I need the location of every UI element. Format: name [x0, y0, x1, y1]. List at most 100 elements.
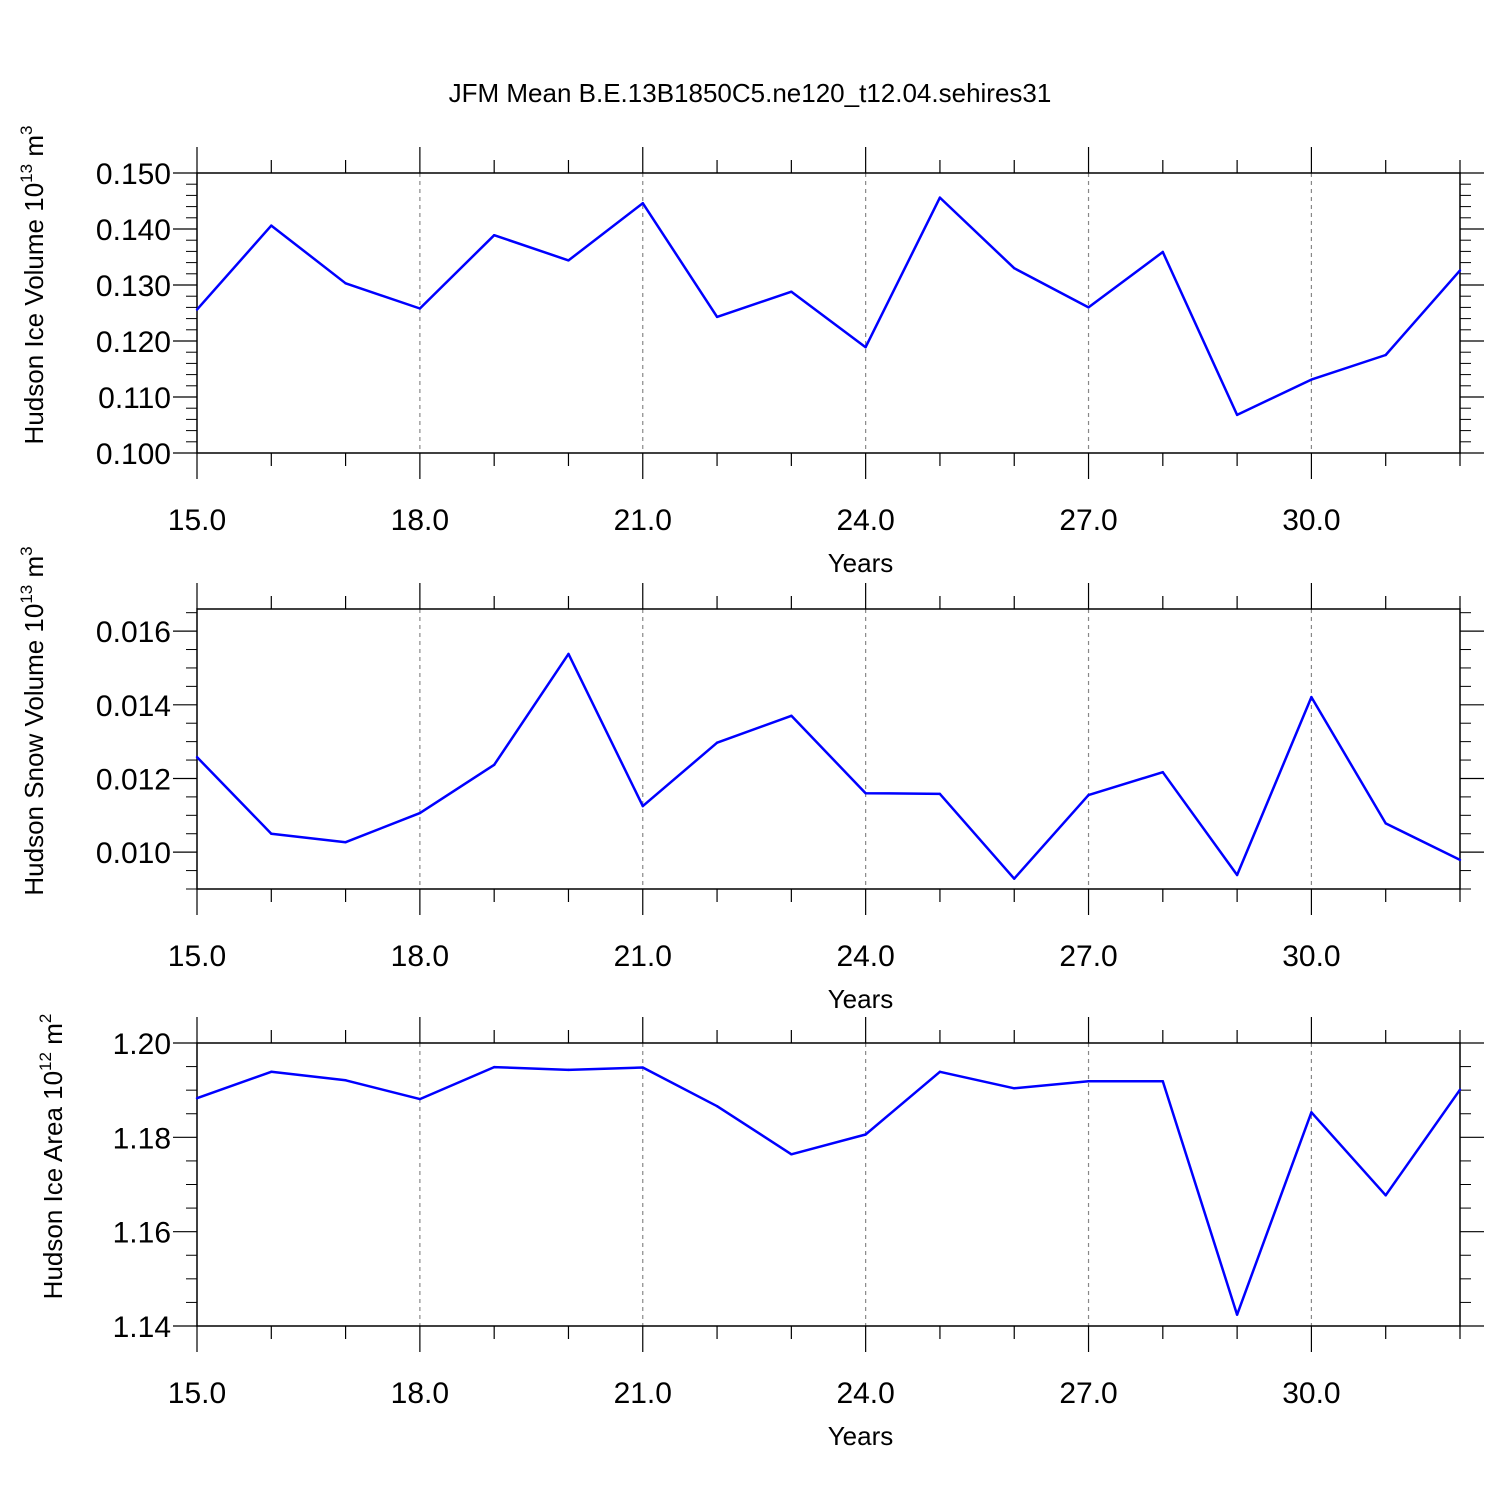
x-tick-label: 24.0 — [836, 940, 894, 973]
data-point — [938, 1070, 942, 1073]
y-tick-label: 0.016 — [96, 616, 171, 649]
data-point — [1013, 1087, 1016, 1090]
y-tick-label: 0.110 — [98, 382, 171, 415]
panel-1: 0.100 0.110 0.120 0.130 0.140 0.150 15.0 18.0 21… — [17, 126, 1484, 578]
data-point — [1310, 695, 1313, 699]
data-point — [344, 841, 347, 844]
data-point — [344, 1079, 347, 1082]
data-point — [567, 1068, 570, 1072]
x-tick-label: 15.0 — [168, 940, 226, 973]
data-point — [1013, 267, 1016, 270]
x-tick-label: 27.0 — [1059, 504, 1117, 537]
data-point — [1458, 858, 1462, 862]
x-axis-label: Years — [828, 548, 894, 578]
data-point — [938, 792, 942, 796]
x-tick-label: 24.0 — [836, 1377, 894, 1410]
x-tick-label: 30.0 — [1282, 940, 1340, 973]
data-point — [567, 652, 570, 656]
x-tick-label: 21.0 — [614, 1377, 672, 1410]
data-point — [790, 1153, 793, 1156]
data-point — [790, 290, 793, 293]
x-tick-label: 30.0 — [1282, 504, 1340, 537]
data-point — [418, 1097, 422, 1101]
data-point — [864, 345, 867, 349]
x-tick-label: 24.0 — [836, 504, 894, 537]
series-line — [196, 196, 1461, 417]
x-tick-label: 18.0 — [391, 940, 449, 973]
data-point — [1087, 793, 1090, 797]
data-point — [1161, 771, 1165, 774]
data-point — [864, 792, 867, 795]
data-point — [1384, 353, 1387, 357]
x-axis-label: Years — [828, 984, 894, 1014]
data-point — [1458, 1088, 1462, 1091]
data-point — [270, 832, 273, 835]
y-tick-label: 0.012 — [96, 763, 171, 796]
y-tick-label: 0.010 — [96, 837, 171, 870]
data-point — [715, 1105, 719, 1108]
data-point — [641, 1066, 644, 1069]
data-point — [790, 714, 793, 718]
data-point — [418, 811, 422, 815]
y-axis-label: Hudson Snow Volume 1013 m3 — [17, 546, 49, 895]
chart-title: JFM Mean B.E.13B1850C5.ne120_t12.04.sehi… — [449, 78, 1052, 108]
series-line — [196, 1065, 1462, 1316]
data-point — [492, 763, 496, 767]
x-tick-label: 21.0 — [614, 940, 672, 973]
x-tick-label: 15.0 — [168, 1377, 226, 1410]
plot-frame — [196, 1042, 1461, 1327]
data-point — [270, 1070, 273, 1073]
data-point — [1310, 1111, 1313, 1114]
data-point — [641, 804, 644, 808]
panel-2: 0.010 0.012 0.014 0.016 15.0 18.0 21.0 24.0 27.0… — [17, 546, 1484, 1014]
y-tick-label: 0.100 — [96, 438, 171, 471]
data-point — [567, 259, 570, 262]
y-tick-label: 1.18 — [113, 1122, 171, 1155]
data-point — [1458, 269, 1462, 272]
data-point — [1161, 250, 1165, 254]
data-point — [195, 308, 199, 311]
y-tick-label: 0.140 — [96, 214, 171, 247]
data-point — [1384, 822, 1387, 825]
x-axis-label: Years — [828, 1421, 894, 1451]
data-point — [1161, 1080, 1165, 1083]
data-point — [1087, 306, 1090, 309]
data-point — [715, 741, 719, 744]
panel-3: 1.14 1.16 1.18 1.20 15.0 18.0 21.0 24.0 27.0 30.0… — [36, 1014, 1484, 1451]
data-point — [1235, 413, 1239, 417]
series-line — [196, 652, 1461, 880]
y-tick-label: 1.14 — [113, 1311, 171, 1344]
data-point — [938, 196, 942, 199]
data-point — [715, 315, 719, 319]
x-tick-label: 30.0 — [1282, 1377, 1340, 1410]
x-tick-label: 21.0 — [614, 504, 672, 537]
x-tick-label: 27.0 — [1059, 940, 1117, 973]
data-point — [1087, 1080, 1090, 1083]
data-point — [195, 755, 199, 759]
data-point — [492, 1065, 496, 1069]
data-point — [641, 202, 644, 205]
data-point — [418, 307, 422, 310]
x-tick-label: 18.0 — [391, 504, 449, 537]
y-tick-label: 1.16 — [113, 1217, 171, 1250]
y-axis-label: Hudson Ice Area 1012 m2 — [36, 1014, 68, 1300]
x-tick-label: 15.0 — [168, 504, 226, 537]
y-axis-label: Hudson Ice Volume 1013 m3 — [17, 126, 49, 445]
data-point — [344, 282, 347, 285]
data-point — [1384, 1194, 1387, 1197]
data-point — [1235, 873, 1239, 877]
y-tick-label: 1.20 — [113, 1028, 171, 1061]
plot-frame — [196, 172, 1461, 454]
data-point — [270, 224, 273, 227]
data-point — [1013, 877, 1016, 880]
y-tick-label: 0.150 — [96, 158, 171, 191]
data-point — [864, 1133, 867, 1136]
y-tick-label: 0.120 — [96, 326, 171, 359]
x-tick-label: 18.0 — [391, 1377, 449, 1410]
y-tick-label: 0.130 — [96, 270, 171, 303]
plot-frame — [196, 608, 1461, 890]
data-point — [1235, 1313, 1239, 1316]
x-tick-label: 27.0 — [1059, 1377, 1117, 1410]
data-point — [1310, 378, 1313, 381]
